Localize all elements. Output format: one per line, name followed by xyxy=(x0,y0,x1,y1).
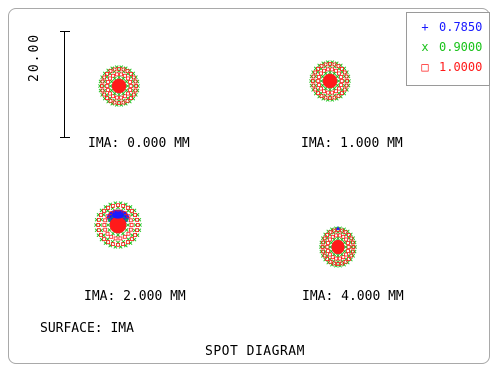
field-label-1: IMA: 1.000 MM xyxy=(301,136,403,151)
legend-item-0900: x 0.9000 xyxy=(407,37,489,57)
field-label-2: IMA: 2.000 MM xyxy=(84,289,186,304)
scale-bar xyxy=(60,31,70,138)
wavelength-legend: + 0.7850 x 0.9000 □ 1.0000 xyxy=(406,12,490,86)
spot-diagram-field-3 xyxy=(318,226,358,268)
spot-diagram-field-0 xyxy=(98,65,140,107)
scale-bar-top-tick xyxy=(60,31,70,32)
scale-bar-bottom-tick xyxy=(60,137,70,138)
scale-bar-label: 20.00 xyxy=(27,32,42,82)
surface-label: SURFACE: IMA xyxy=(40,321,134,336)
legend-value: 1.0000 xyxy=(439,60,483,74)
diagram-title: SPOT DIAGRAM xyxy=(205,344,305,359)
legend-value: 0.7850 xyxy=(439,20,483,34)
square-marker-icon: □ xyxy=(421,60,429,74)
plus-marker-icon: + xyxy=(421,20,429,34)
spot-diagram-field-2 xyxy=(94,201,142,249)
field-label-3: IMA: 4.000 MM xyxy=(302,289,404,304)
x-marker-icon: x xyxy=(421,40,429,54)
legend-item-1000: □ 1.0000 xyxy=(407,57,489,77)
spot-diagram-field-1 xyxy=(309,60,351,102)
legend-item-0785: + 0.7850 xyxy=(407,17,489,37)
field-label-0: IMA: 0.000 MM xyxy=(88,136,190,151)
legend-value: 0.9000 xyxy=(439,40,483,54)
scale-bar-line xyxy=(64,31,65,138)
